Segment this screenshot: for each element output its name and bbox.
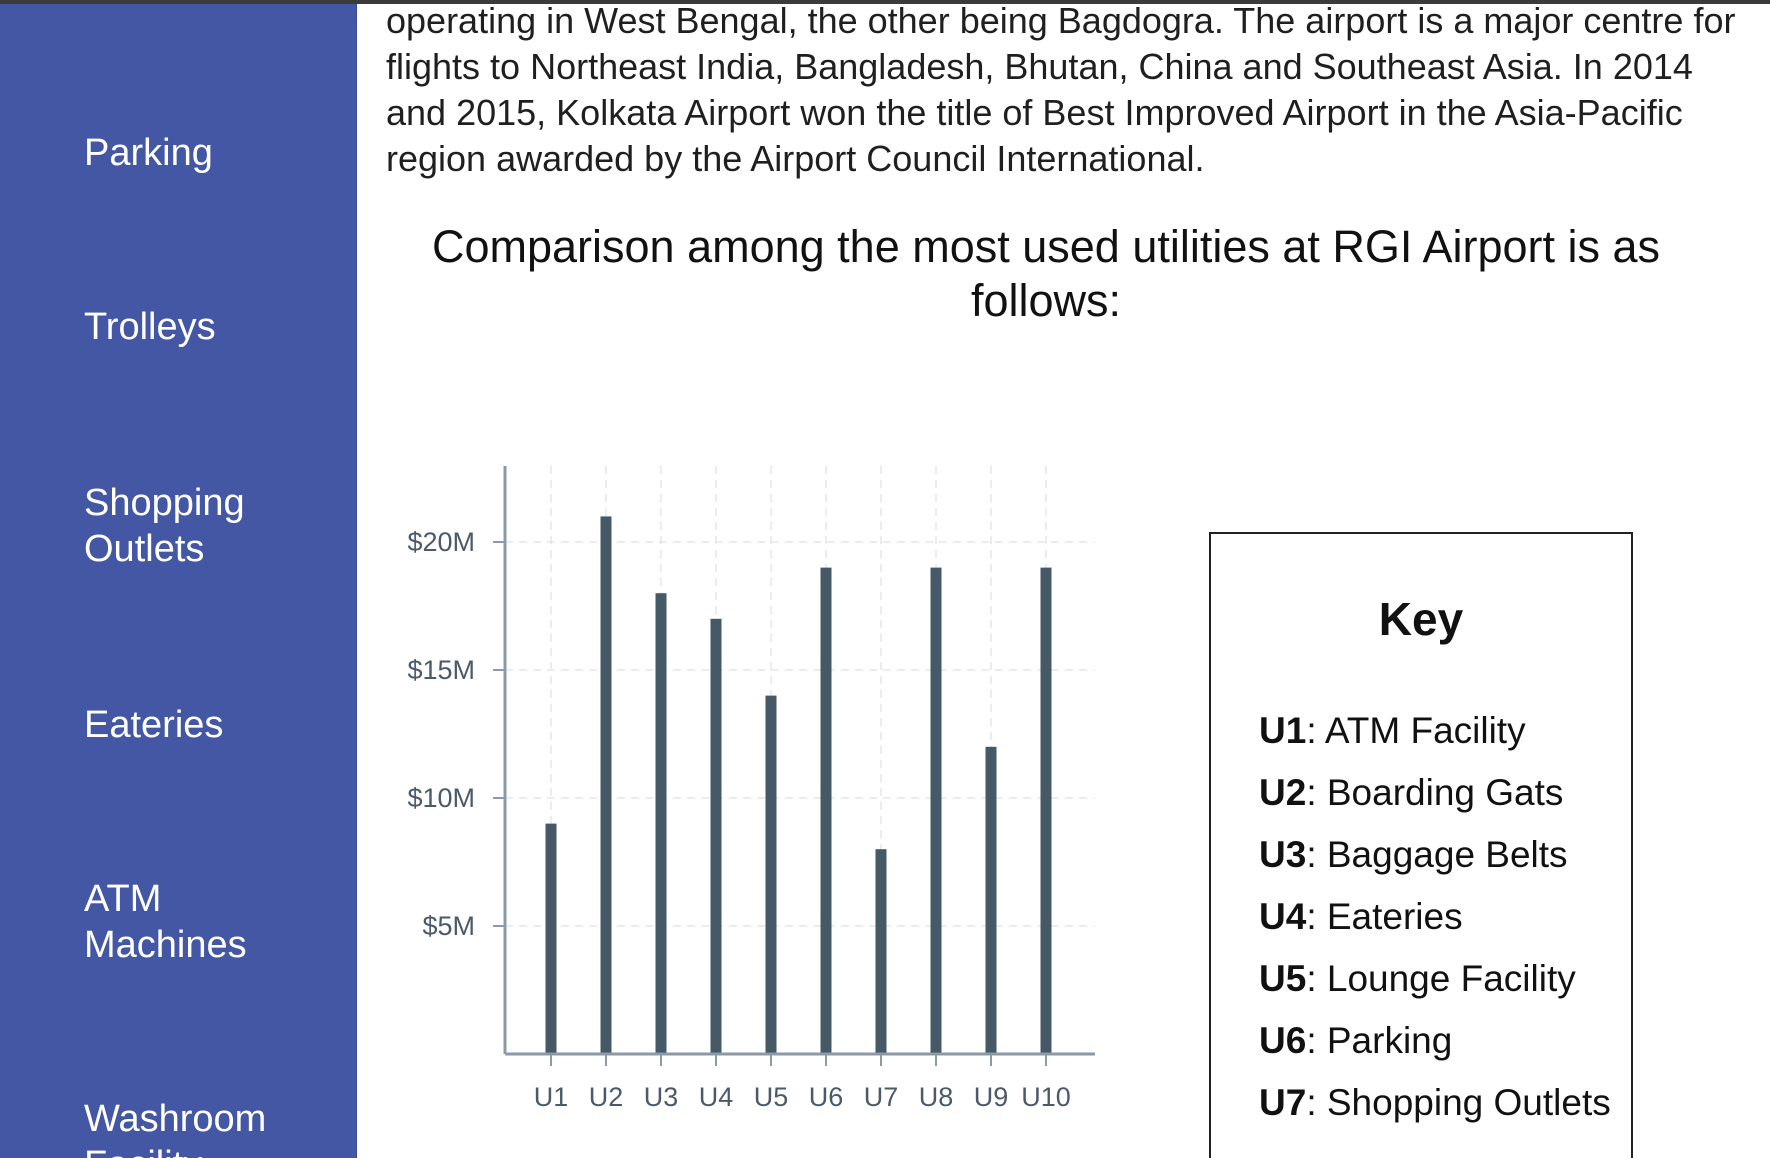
y-tick-label: $10M [407, 783, 475, 813]
x-tick-label: U9 [974, 1082, 1009, 1112]
key-item-label: : Parking [1306, 1020, 1453, 1061]
key-item-label: : Boarding Gats [1306, 772, 1564, 813]
bar-u6 [820, 567, 832, 1054]
key-item-code: U4 [1259, 896, 1307, 937]
x-tick-label: U6 [809, 1082, 844, 1112]
key-item-code: U3 [1259, 834, 1307, 875]
bar-u8 [930, 567, 942, 1054]
key-item: U4: Eateries [1227, 886, 1627, 948]
sidebar-item-atm-machines[interactable]: ATM Machines [84, 878, 247, 966]
x-tick-label: U7 [864, 1082, 899, 1112]
chart-tick-labels: $5M $10M $15M $20M U1 U2 U3 U4 U5 U6 U7 U8 U9 U10 [407, 527, 1070, 1112]
sidebar-item-parking[interactable]: Parking [84, 132, 213, 174]
bar-u5 [765, 695, 777, 1054]
main-content: operating in West Bengal, the other bein… [356, 0, 1770, 1158]
sidebar-item-eateries[interactable]: Eateries [84, 704, 224, 746]
sidebar-item-washroom-facility[interactable]: Washroom Facility [84, 1098, 267, 1158]
key-item: U1: ATM Facility [1227, 700, 1627, 762]
key-item: U3: Baggage Belts [1227, 824, 1627, 886]
key-title: Key [1378, 593, 1464, 645]
chart-bars [545, 516, 1052, 1054]
bar-u1 [545, 823, 557, 1054]
window-top-border [0, 0, 1770, 4]
key-item: U6: Parking [1227, 1010, 1627, 1072]
chart-key-box: Key U1: ATM Facility U2: Boarding Gats U3:… [1209, 532, 1633, 1158]
x-tick-label: U5 [754, 1082, 789, 1112]
y-tick-label: $15M [407, 655, 475, 685]
intro-paragraph: operating in West Bengal, the other bein… [386, 0, 1736, 179]
bar-u9 [985, 746, 997, 1054]
key-item-code: U7 [1259, 1082, 1307, 1123]
bar-u4 [710, 618, 722, 1054]
key-item: U2: Boarding Gats [1227, 762, 1627, 824]
y-tick-label: $20M [407, 527, 475, 557]
key-list: U1: ATM Facility U2: Boarding Gats U3: Bag… [1227, 700, 1627, 1134]
key-item-code: U5 [1259, 958, 1307, 999]
key-item-code: U6 [1259, 1020, 1307, 1061]
bar-u7 [875, 849, 887, 1054]
sidebar-item-shopping-outlets[interactable]: Shopping Outlets [84, 482, 245, 570]
y-tick-label: $5M [422, 911, 475, 941]
bar-u10 [1040, 567, 1052, 1054]
x-tick-label: U3 [644, 1082, 679, 1112]
x-tick-label: U1 [534, 1082, 569, 1112]
key-item-code: U1 [1259, 710, 1307, 751]
chart-grid [505, 466, 1094, 1054]
key-item: U7: Shopping Outlets [1227, 1072, 1627, 1134]
key-item-code: U2 [1259, 772, 1307, 813]
key-item-label: : ATM Facility [1306, 710, 1526, 751]
x-tick-label: U10 [1021, 1082, 1071, 1112]
bar-u2 [600, 516, 612, 1054]
key-item-label: : Eateries [1306, 896, 1463, 937]
chart-axes [493, 466, 1095, 1066]
sidebar-item-trolleys[interactable]: Trolleys [84, 306, 216, 348]
bar-u3 [655, 593, 667, 1054]
key-item-label: : Shopping Outlets [1306, 1082, 1611, 1123]
key-item-label: : Baggage Belts [1306, 834, 1568, 875]
key-item-label: : Lounge Facility [1306, 958, 1576, 999]
bar-chart: $5M $10M $15M $20M U1 U2 U3 U4 U5 U6 U7 U8 U9 U10 [407, 466, 1095, 1112]
chart-heading: Comparison among the most used utilities… [431, 221, 1661, 326]
sidebar: Parking Trolleys Shopping Outlets Eateri… [0, 4, 357, 1158]
x-tick-label: U8 [919, 1082, 954, 1112]
x-tick-label: U2 [589, 1082, 624, 1112]
key-item: U5: Lounge Facility [1227, 948, 1627, 1010]
x-tick-label: U4 [699, 1082, 734, 1112]
